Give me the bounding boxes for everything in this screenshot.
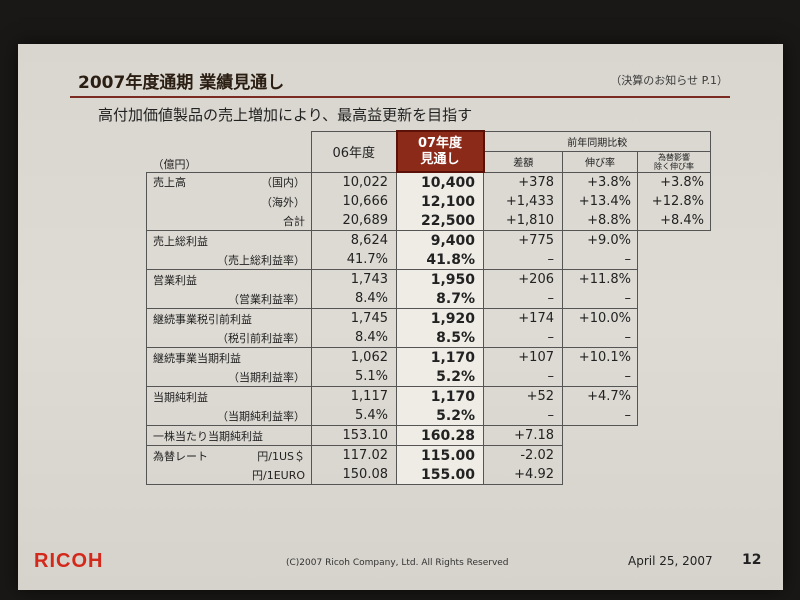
header-06: 06年度 xyxy=(311,130,397,173)
table-row: 為替レート 円/1US＄ 117.02 115.00 -2.02 xyxy=(146,445,711,465)
table-row: 合計 20,689 22,500 +1,810 +8.8% +8.4% xyxy=(146,211,711,231)
header-comparison: 前年同期比較 xyxy=(483,130,711,152)
reference-note: （決算のお知らせ P.1） xyxy=(610,74,728,87)
table-row: 売上高 （国内） 10,022 10,400 +378 +3.8% +3.8% xyxy=(146,171,711,192)
table-row: （当期純利益率） 5.4% 5.2% – – xyxy=(146,406,711,426)
table-row: 売上総利益 8,624 9,400 +775 +9.0% xyxy=(146,230,711,250)
table-row: 継続事業当期利益 1,062 1,170 +107 +10.1% xyxy=(146,347,711,367)
ricoh-logo: RICOH xyxy=(34,550,104,572)
table-row: 当期純利益 1,117 1,170 +52 +4.7% xyxy=(146,386,711,406)
table-row: （当期利益率） 5.1% 5.2% – – xyxy=(146,367,711,387)
forecast-table: （億円） 06年度 07年度 見通し 前年同期比較 差額 伸び率 為替影響 除く… xyxy=(146,130,711,485)
header-fx: 為替影響 除く伸び率 xyxy=(637,151,711,173)
title-bar: 2007年度通期 業績見通し （決算のお知らせ P.1） xyxy=(70,62,730,98)
table-row: 一株当たり当期純利益 153.10 160.28 +7.18 xyxy=(146,425,711,446)
header-07: 07年度 見通し xyxy=(395,130,485,173)
header-growth: 伸び率 xyxy=(562,151,638,173)
table-row: 円/1EURO 150.08 155.00 +4.92 xyxy=(146,465,711,485)
slide-date: April 25, 2007 xyxy=(628,554,713,568)
table-row: （税引前利益率） 8.4% 8.5% – – xyxy=(146,328,711,348)
table-row: （営業利益率） 8.4% 8.7% – – xyxy=(146,289,711,309)
header-diff: 差額 xyxy=(483,151,563,173)
unit-label: （億円） xyxy=(152,157,197,171)
page-number: 12 xyxy=(742,552,762,568)
copyright-text: (C)2007 Ricoh Company, Ltd. All Rights R… xyxy=(286,558,509,568)
presentation-slide: 2007年度通期 業績見通し （決算のお知らせ P.1） 高付加価値製品の売上増… xyxy=(18,44,783,590)
slide-title: 2007年度通期 業績見通し xyxy=(78,73,285,93)
table-row: 継続事業税引前利益 1,745 1,920 +174 +10.0% xyxy=(146,308,711,328)
table-row: （海外） 10,666 12,100 +1,433 +13.4% +12.8% xyxy=(146,192,711,211)
slide-subtitle: 高付加価値製品の売上増加により、最高益更新を目指す xyxy=(98,106,473,124)
table-row: （売上総利益率） 41.7% 41.8% – – xyxy=(146,250,711,270)
table-row: 営業利益 1,743 1,950 +206 +11.8% xyxy=(146,269,711,289)
